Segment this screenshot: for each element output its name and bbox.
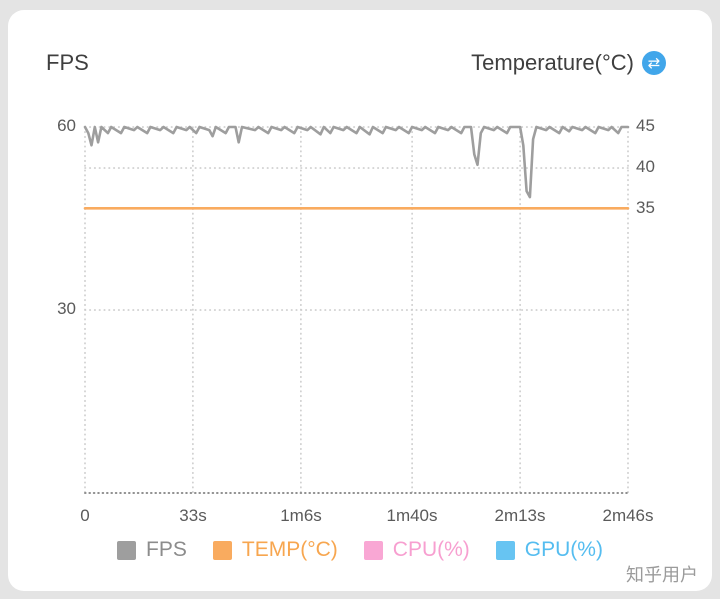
zhihu-user-watermark: 知乎用户: [626, 565, 698, 585]
legend-item-temp[interactable]: TEMP(°C): [212, 538, 338, 562]
legend-item-fps[interactable]: FPS: [117, 538, 187, 562]
axis-swap-icon[interactable]: ⇄: [642, 51, 666, 75]
temperature-axis-title: Temperature(°C): [471, 50, 634, 75]
x-axis-tick-1m6s: 1m6s: [280, 506, 322, 525]
temperature-axis-title-group: Temperature(°C) ⇄: [471, 50, 666, 76]
x-axis-tick-2m13s: 2m13s: [494, 506, 546, 525]
legend-item-gpu[interactable]: GPU(%): [495, 538, 603, 562]
right-axis-tick-45: 45: [636, 116, 655, 135]
swap-arrows-glyph: ⇄: [647, 54, 661, 72]
gpu-swatch-icon: [495, 540, 515, 560]
legend-label-fps: FPS: [146, 538, 187, 561]
right-axis-tick-35: 35: [636, 198, 655, 217]
cpu-swatch-icon: [363, 540, 383, 560]
temp-swatch-icon: [212, 540, 232, 560]
fps-axis-title: FPS: [46, 50, 89, 75]
performance-line-chart: [83, 125, 630, 494]
left-axis-tick-60: 60: [57, 116, 76, 135]
x-axis-tick-0: 0: [80, 506, 90, 525]
fps-swatch-icon: [117, 540, 137, 560]
chart-header: FPS Temperature(°C) ⇄: [8, 50, 712, 80]
right-axis-tick-40: 40: [636, 157, 655, 176]
legend-label-gpu: GPU(%): [524, 538, 603, 561]
legend: FPS TEMP(°C) CPU(%) GPU(%): [8, 538, 712, 562]
x-axis-tick-33s: 33s: [179, 506, 207, 525]
x-axis-tick-1m40s: 1m40s: [386, 506, 438, 525]
x-axis-tick-2m46s: 2m46s: [602, 506, 654, 525]
legend-label-temp: TEMP(°C): [241, 538, 338, 561]
legend-label-cpu: CPU(%): [392, 538, 470, 561]
legend-item-cpu[interactable]: CPU(%): [363, 538, 470, 562]
left-axis-tick-30: 30: [57, 299, 76, 318]
chart-card: FPS Temperature(°C) ⇄ 60 30 45 40 35 0 3…: [8, 10, 712, 591]
